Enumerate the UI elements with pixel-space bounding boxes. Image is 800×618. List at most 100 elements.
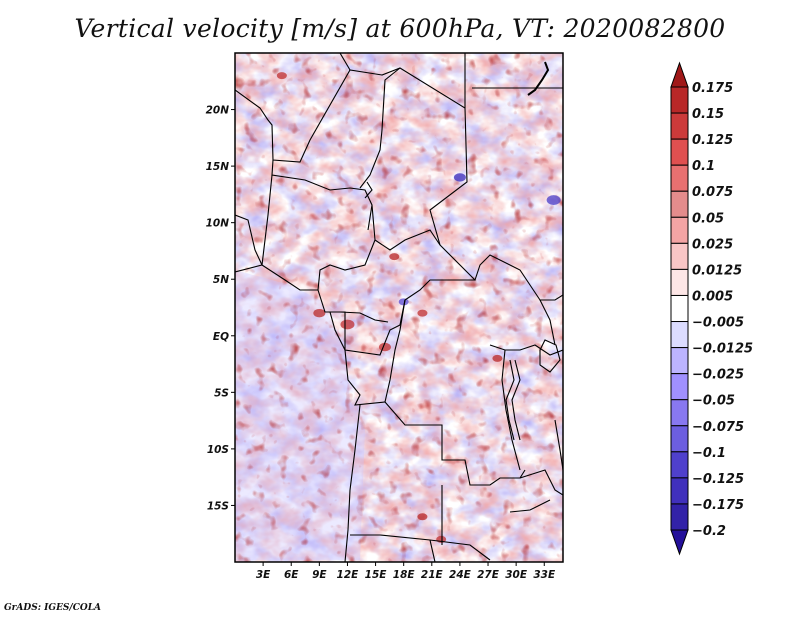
x-tick-label: 15E	[365, 569, 388, 581]
colorbar-box	[670, 477, 689, 505]
colorbar-box	[670, 190, 689, 218]
border-path	[235, 214, 263, 266]
border-path	[509, 499, 551, 513]
y-tick-label: 5S	[214, 387, 229, 399]
y-tick-label: 15S	[207, 500, 229, 512]
x-tick-label: 3E	[256, 569, 271, 581]
field-feature	[378, 342, 391, 352]
field-feature	[313, 308, 326, 318]
border-path	[344, 349, 526, 486]
colorbar-box	[670, 86, 689, 114]
x-tick-label: 21E	[421, 569, 444, 581]
field-feature	[453, 173, 466, 182]
colorbar-box	[670, 425, 689, 453]
border-path	[271, 159, 373, 231]
y-tick-label: 10S	[207, 444, 229, 456]
colorbar-label: 0.15	[692, 107, 724, 122]
x-tick-label: 24E	[449, 569, 472, 581]
border-path	[489, 344, 563, 356]
x-tick-label: 18E	[393, 569, 416, 581]
field-feature	[546, 195, 561, 205]
coastline	[329, 311, 346, 351]
colorbar-box	[670, 451, 689, 479]
colorbar-box	[670, 138, 689, 166]
colorbar-box	[670, 268, 689, 296]
grads-credit: GrADS: IGES/COLA	[4, 603, 102, 613]
x-tick-label: 6E	[284, 569, 299, 581]
y-tick-label: 10N	[206, 218, 230, 230]
border-path	[261, 174, 273, 266]
x-tick-label: 27E	[477, 569, 500, 581]
colorbar-box	[670, 242, 689, 270]
border-path	[519, 469, 563, 496]
x-tick-label: 33E	[533, 569, 556, 581]
colorbar-label: −0.0125	[692, 342, 753, 357]
border-path	[235, 67, 563, 301]
border-path	[330, 311, 389, 323]
border-path	[359, 67, 401, 189]
colorbar-label: −0.125	[692, 472, 744, 487]
field-feature	[276, 72, 287, 80]
field-feature	[340, 319, 355, 330]
x-tick-label: 30E	[505, 569, 528, 581]
colorbar-label: 0.005	[692, 289, 733, 304]
colorbar-label: 0.075	[692, 185, 733, 200]
colorbar-bottom-arrow	[670, 529, 689, 556]
border-path	[339, 53, 351, 71]
lake-shore	[364, 181, 373, 199]
lake-shore	[505, 359, 515, 441]
y-tick-label: 15N	[206, 161, 230, 173]
border-path	[539, 299, 556, 346]
colorbar-label: −0.175	[692, 498, 744, 513]
colorbar-box	[670, 321, 689, 349]
colorbar-box	[670, 216, 689, 244]
colorbar-label: −0.2	[692, 524, 726, 539]
y-tick-label: EQ	[213, 331, 229, 343]
country-borders	[235, 53, 563, 562]
field-feature	[492, 354, 503, 362]
border-path	[384, 299, 406, 403]
border-path	[344, 404, 361, 562]
colorbar-label: 0.175	[692, 81, 733, 96]
colorbar-box	[670, 164, 689, 192]
chart-title: Vertical velocity [m/s] at 600hPa, VT: 2…	[74, 14, 726, 43]
colorbar-label: −0.1	[692, 446, 726, 461]
lake-shore	[511, 359, 521, 441]
strong-cells	[235, 53, 563, 562]
colorbar-label: 0.1	[692, 159, 715, 174]
x-axis: 3E 6E 9E 12E 15E 18E 21E 24E 27E 30E 33E	[256, 562, 556, 581]
y-axis: 20N 15N 10N 5N EQ 5S 10S 15S	[206, 105, 235, 512]
coastline	[235, 264, 318, 291]
colorbar-label: 0.125	[692, 133, 733, 148]
field-feature	[417, 309, 428, 317]
lake-shore	[527, 61, 550, 96]
x-tick-label: 9E	[312, 569, 327, 581]
border-path	[554, 419, 563, 471]
map-frame	[234, 52, 564, 563]
colorbar-label: 0.025	[692, 237, 733, 252]
colorbar-box	[670, 112, 689, 140]
colorbar-box	[670, 503, 689, 531]
colorbar-label: −0.075	[692, 420, 744, 435]
field-feature	[417, 513, 428, 521]
colorbar-top-arrow	[670, 61, 689, 88]
y-tick-label: 5N	[213, 274, 229, 286]
colorbar-label: 0.0125	[692, 263, 742, 278]
velocity-field	[235, 53, 563, 562]
colorbar-label: −0.05	[692, 394, 735, 409]
x-tick-label: 12E	[337, 569, 360, 581]
colorbar-label: −0.025	[692, 368, 744, 383]
lake-shore	[539, 339, 561, 373]
colorbar: 0.175 0.15 0.125 0.1 0.075 0.05 0.025 0.0125 0.0…	[670, 61, 753, 556]
colorbar-label: −0.005	[692, 316, 744, 331]
colorbar-box	[670, 294, 689, 323]
y-tick-label: 20N	[206, 105, 230, 117]
border-path	[429, 539, 436, 562]
colorbar-box	[670, 347, 689, 375]
field-feature	[398, 298, 409, 306]
border-path	[374, 229, 441, 251]
colorbar-label: 0.05	[692, 211, 724, 226]
colorbar-box	[670, 373, 689, 401]
field-feature	[389, 253, 400, 261]
